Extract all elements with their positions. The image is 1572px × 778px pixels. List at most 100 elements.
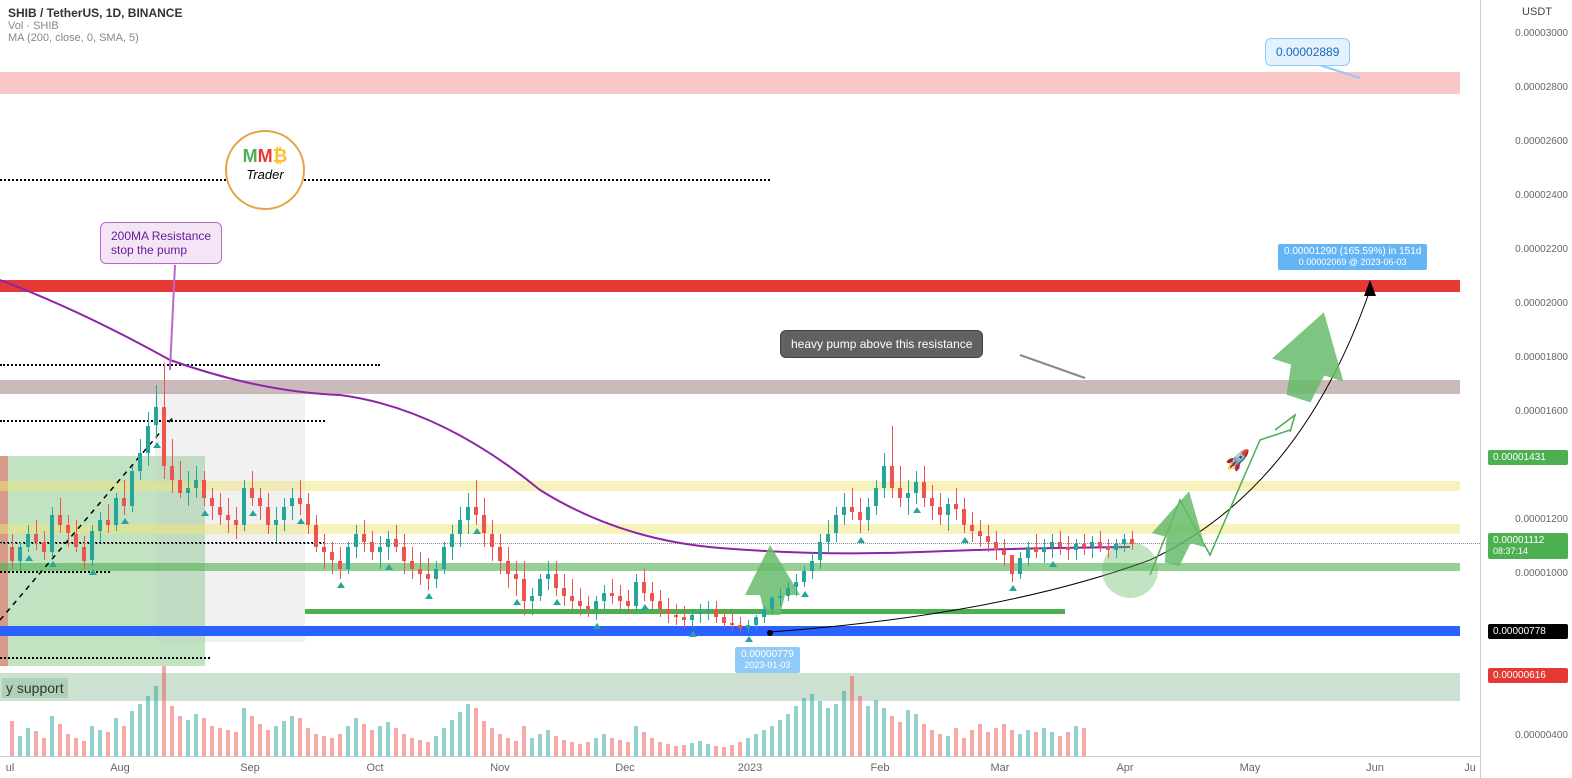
candle[interactable] bbox=[10, 547, 14, 561]
candle[interactable] bbox=[58, 515, 62, 526]
candle[interactable] bbox=[634, 582, 638, 606]
candle[interactable] bbox=[474, 507, 478, 515]
candle[interactable] bbox=[714, 609, 718, 617]
candle[interactable] bbox=[98, 520, 102, 531]
candle[interactable] bbox=[906, 493, 910, 498]
candle[interactable] bbox=[618, 596, 622, 601]
candle[interactable] bbox=[450, 534, 454, 548]
candle[interactable] bbox=[82, 547, 86, 561]
candle[interactable] bbox=[194, 480, 198, 488]
candle[interactable] bbox=[506, 561, 510, 575]
candle[interactable] bbox=[394, 539, 398, 547]
candle[interactable] bbox=[674, 615, 678, 618]
candle[interactable] bbox=[226, 515, 230, 520]
candle[interactable] bbox=[602, 593, 606, 601]
candle[interactable] bbox=[146, 426, 150, 453]
candle[interactable] bbox=[50, 515, 54, 553]
candle[interactable] bbox=[914, 482, 918, 493]
candle[interactable] bbox=[26, 534, 30, 548]
candle[interactable] bbox=[186, 488, 190, 493]
candle[interactable] bbox=[746, 625, 750, 628]
chart-area[interactable]: SHIB / TetherUS, 1D, BINANCE Vol · SHIB … bbox=[0, 0, 1480, 778]
candle[interactable] bbox=[586, 606, 590, 609]
candle[interactable] bbox=[218, 507, 222, 515]
candle[interactable] bbox=[66, 525, 70, 533]
candle[interactable] bbox=[306, 504, 310, 526]
candle[interactable] bbox=[1122, 539, 1126, 544]
candle[interactable] bbox=[378, 547, 382, 552]
candle[interactable] bbox=[802, 571, 806, 582]
candle[interactable] bbox=[402, 547, 406, 561]
candle[interactable] bbox=[642, 582, 646, 593]
candle[interactable] bbox=[482, 515, 486, 534]
candle[interactable] bbox=[570, 596, 574, 601]
candle[interactable] bbox=[458, 520, 462, 534]
candle[interactable] bbox=[154, 407, 158, 426]
candle[interactable] bbox=[538, 579, 542, 595]
candle[interactable] bbox=[818, 542, 822, 561]
candle[interactable] bbox=[922, 482, 926, 498]
candle[interactable] bbox=[994, 542, 998, 550]
candle[interactable] bbox=[234, 520, 238, 525]
candle[interactable] bbox=[1098, 542, 1102, 547]
candle[interactable] bbox=[330, 552, 334, 560]
candle[interactable] bbox=[930, 498, 934, 506]
candle[interactable] bbox=[562, 588, 566, 596]
candle[interactable] bbox=[970, 525, 974, 530]
candle[interactable] bbox=[1130, 539, 1134, 544]
candle[interactable] bbox=[722, 617, 726, 622]
candle[interactable] bbox=[1018, 558, 1022, 574]
candle[interactable] bbox=[546, 574, 550, 579]
symbol-title[interactable]: SHIB / TetherUS, 1D, BINANCE bbox=[8, 6, 182, 20]
candle[interactable] bbox=[866, 507, 870, 521]
candle[interactable] bbox=[690, 615, 694, 620]
candle[interactable] bbox=[794, 582, 798, 587]
candle[interactable] bbox=[1026, 547, 1030, 558]
candle[interactable] bbox=[986, 536, 990, 541]
candle[interactable] bbox=[898, 488, 902, 499]
candle[interactable] bbox=[730, 623, 734, 626]
candle[interactable] bbox=[1010, 555, 1014, 574]
candle[interactable] bbox=[1074, 544, 1078, 549]
candle[interactable] bbox=[242, 488, 246, 526]
candle[interactable] bbox=[1090, 542, 1094, 547]
candle[interactable] bbox=[322, 547, 326, 552]
candle[interactable] bbox=[882, 466, 886, 488]
candle[interactable] bbox=[826, 534, 830, 542]
candle[interactable] bbox=[1002, 550, 1006, 555]
candle[interactable] bbox=[1042, 547, 1046, 552]
candle[interactable] bbox=[426, 574, 430, 579]
candle[interactable] bbox=[386, 539, 390, 547]
candle[interactable] bbox=[778, 596, 782, 599]
candle[interactable] bbox=[274, 520, 278, 525]
candle[interactable] bbox=[810, 561, 814, 572]
candle[interactable] bbox=[962, 509, 966, 525]
candle[interactable] bbox=[210, 498, 214, 506]
candle[interactable] bbox=[874, 488, 878, 507]
candle[interactable] bbox=[266, 507, 270, 526]
candle[interactable] bbox=[1034, 547, 1038, 552]
candle[interactable] bbox=[754, 617, 758, 625]
candle[interactable] bbox=[530, 596, 534, 601]
candle[interactable] bbox=[762, 609, 766, 617]
candle[interactable] bbox=[178, 480, 182, 494]
candle[interactable] bbox=[162, 407, 166, 466]
candle[interactable] bbox=[362, 534, 366, 542]
candle[interactable] bbox=[522, 579, 526, 601]
candle[interactable] bbox=[682, 617, 686, 620]
candle[interactable] bbox=[858, 512, 862, 520]
candle[interactable] bbox=[834, 515, 838, 534]
candle[interactable] bbox=[298, 498, 302, 503]
candle[interactable] bbox=[130, 471, 134, 506]
candle[interactable] bbox=[442, 547, 446, 569]
candle[interactable] bbox=[466, 507, 470, 521]
candle[interactable] bbox=[594, 601, 598, 609]
candle[interactable] bbox=[554, 574, 558, 588]
candle[interactable] bbox=[658, 601, 662, 609]
candle[interactable] bbox=[314, 525, 318, 547]
candle[interactable] bbox=[34, 534, 38, 542]
candle[interactable] bbox=[202, 480, 206, 499]
candle[interactable] bbox=[338, 561, 342, 569]
candle[interactable] bbox=[1066, 547, 1070, 550]
candle[interactable] bbox=[786, 588, 790, 596]
